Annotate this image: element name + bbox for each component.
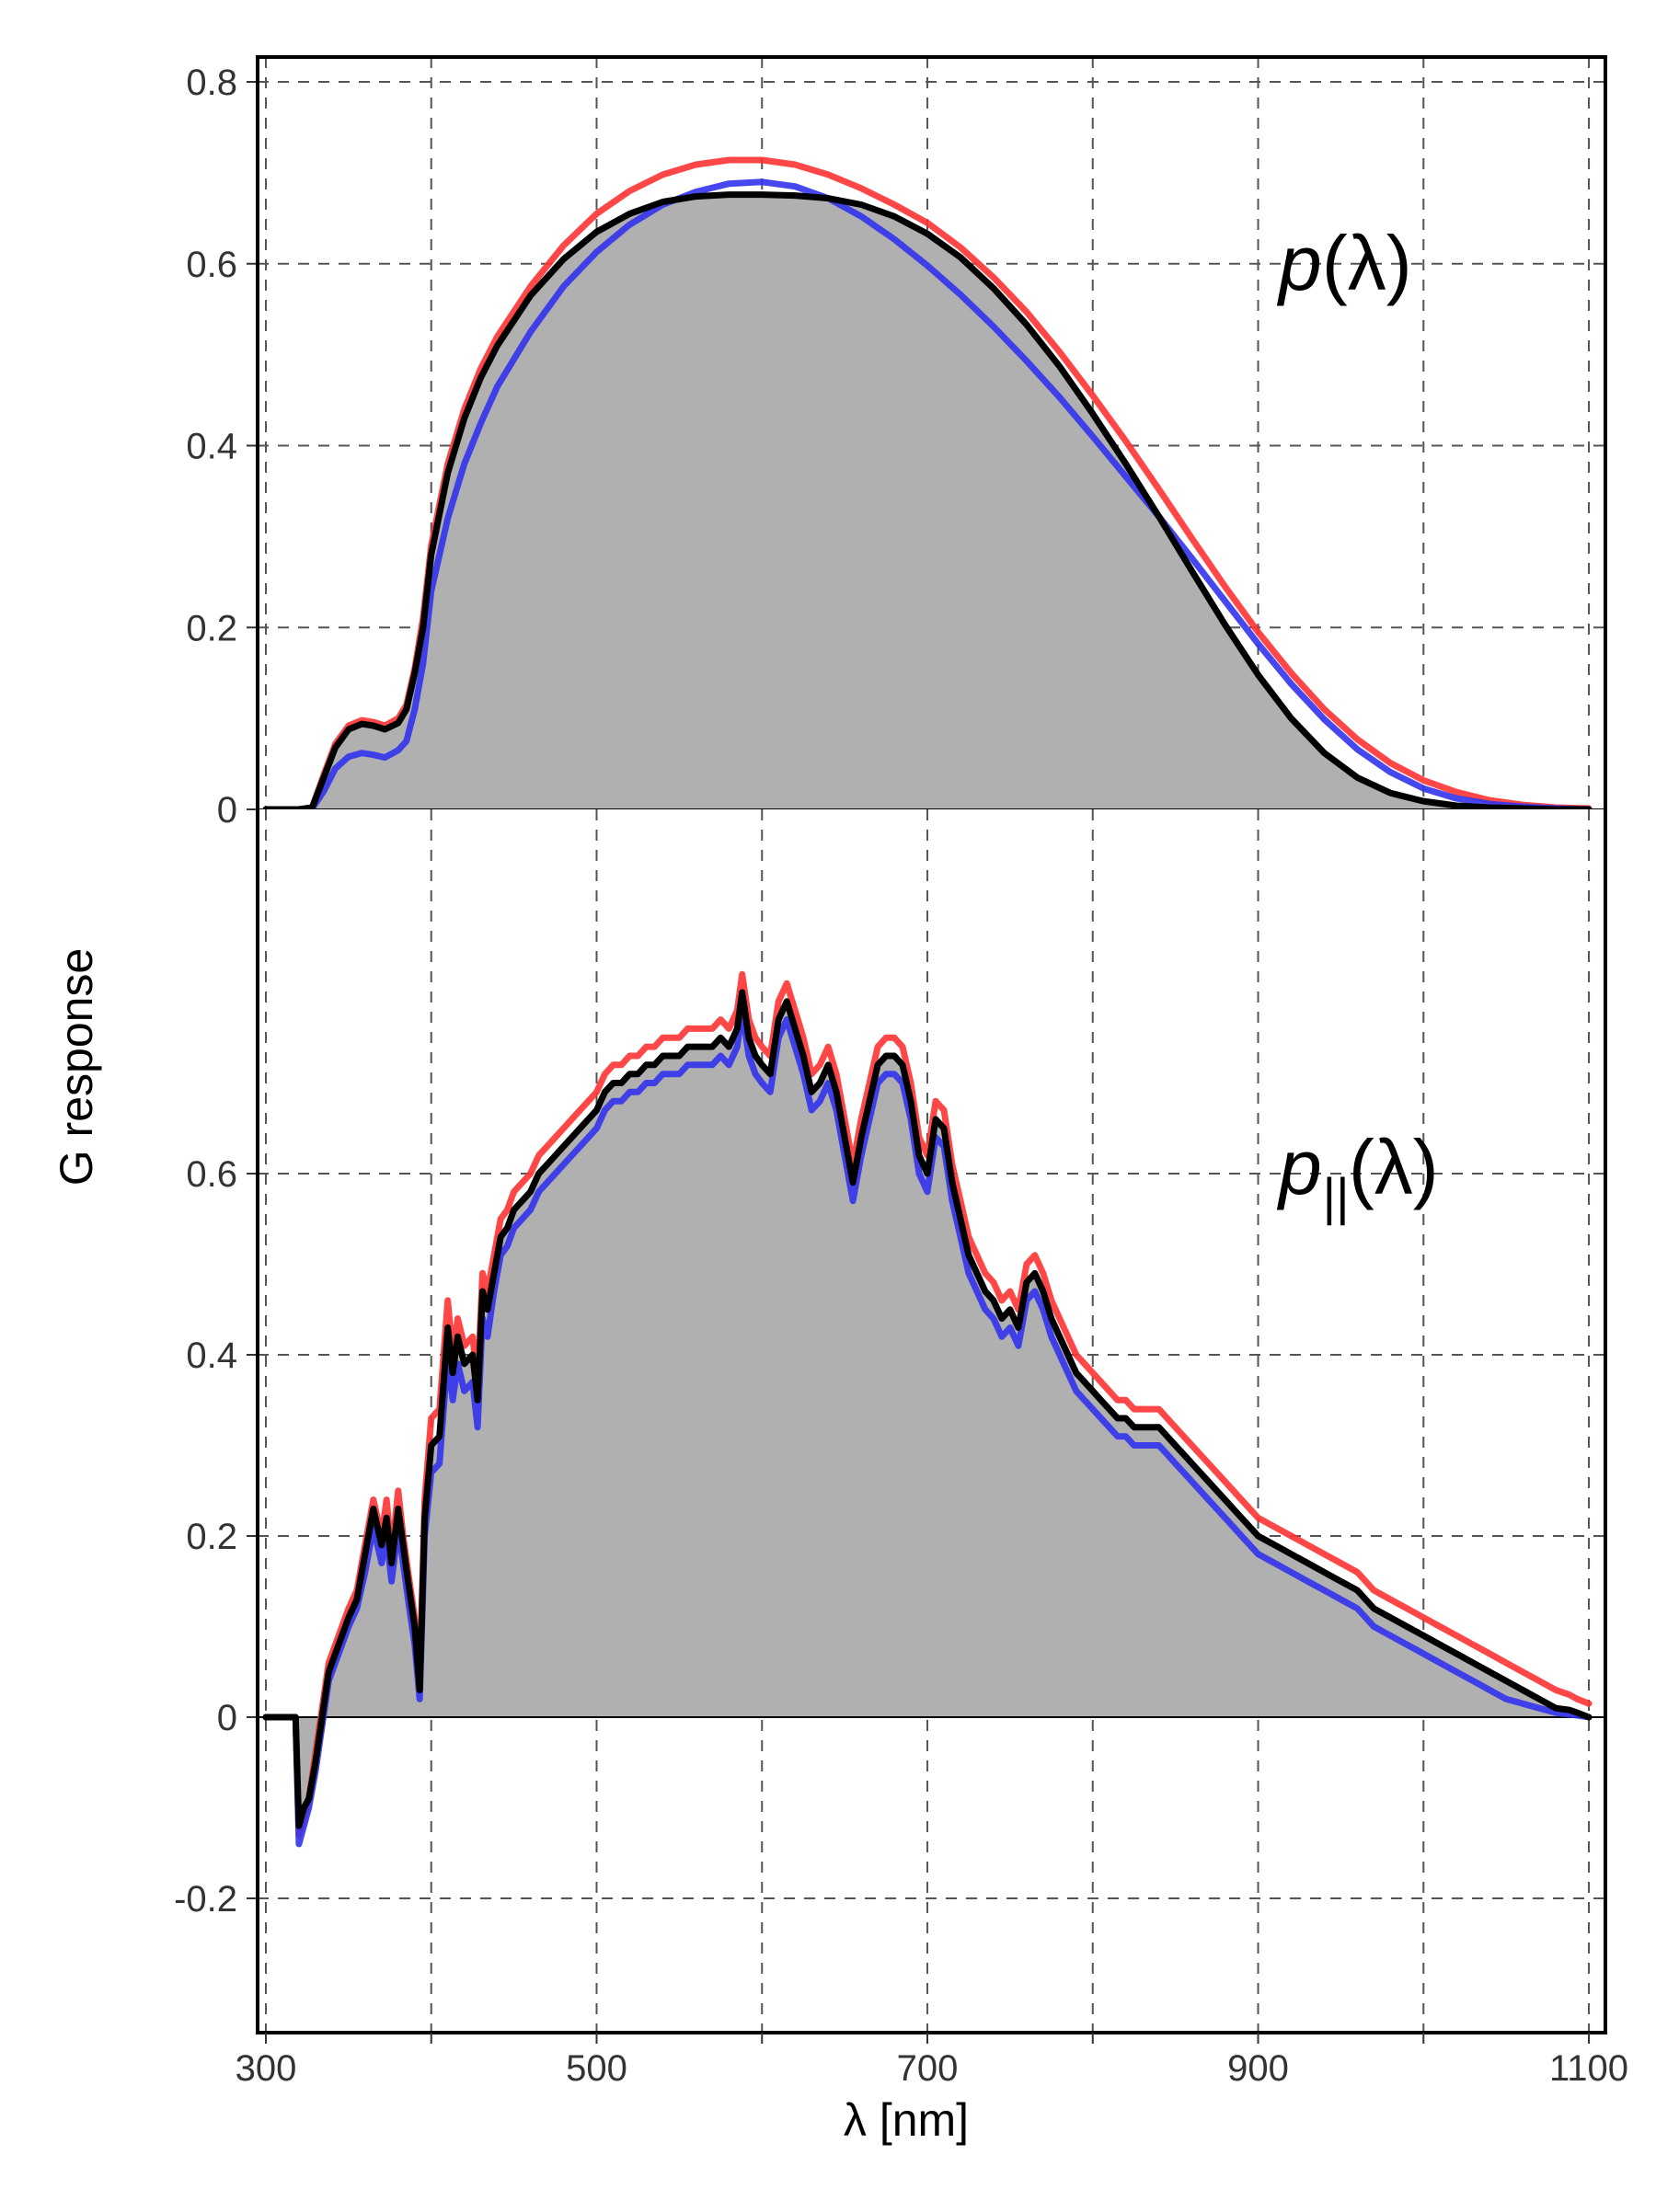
panel-label-main: p [1276, 220, 1322, 306]
y-tick-label: 0.2 [186, 608, 237, 648]
y-tick-label: 0 [217, 1698, 237, 1738]
x-tick-label: 1100 [1549, 2048, 1628, 2089]
plot-area [258, 970, 1605, 1848]
x-tick-label: 900 [1227, 2048, 1289, 2089]
panel-label-argument: (λ) [1322, 220, 1412, 306]
filled-area [265, 194, 1590, 809]
y-tick-label: 0.6 [186, 245, 237, 285]
y-tick-label: 0.4 [186, 1335, 237, 1376]
panel-label-subscript: || [1322, 1167, 1349, 1226]
plot-area [258, 156, 1605, 809]
filled-area [265, 992, 1590, 1827]
x-tick-label: 300 [236, 2048, 297, 2089]
panel-label: p(λ) [1276, 220, 1412, 306]
y-axis-title: G response [51, 948, 102, 1186]
y-tick-label: 0.4 [186, 427, 237, 467]
panel-p-parallel-lambda: p||(λ) [258, 970, 1605, 1848]
panel-label-main: p [1276, 1124, 1322, 1210]
y-tick-label: 0.8 [186, 63, 237, 103]
blue-series-line [262, 178, 1593, 809]
x-axis-title: λ [nm] [844, 2094, 969, 2146]
y-tick-label: 0 [217, 790, 237, 831]
red-series-line [262, 156, 1593, 809]
x-tick-label: 700 [897, 2048, 959, 2089]
black-series-line [262, 191, 1593, 809]
panel-label-argument: (λ) [1349, 1124, 1439, 1210]
y-tick-label: 0.6 [186, 1154, 237, 1195]
plot-frame [256, 55, 1607, 2034]
x-tick-label: 500 [566, 2048, 627, 2089]
panel-p-lambda: p(λ) [258, 156, 1605, 809]
panel-label: p||(λ) [1276, 1124, 1439, 1226]
black-series-line [262, 989, 1593, 1829]
y-tick-label: -0.2 [174, 1879, 237, 1920]
axes-layer: 0 0.2 0.4 0.6 0.8 -0.2 0 0.2 0.4 0.6 300 500 700 900 1… [174, 55, 1628, 2089]
y-tick-label: 0.2 [186, 1517, 237, 1557]
blue-series-line [262, 1007, 1593, 1848]
